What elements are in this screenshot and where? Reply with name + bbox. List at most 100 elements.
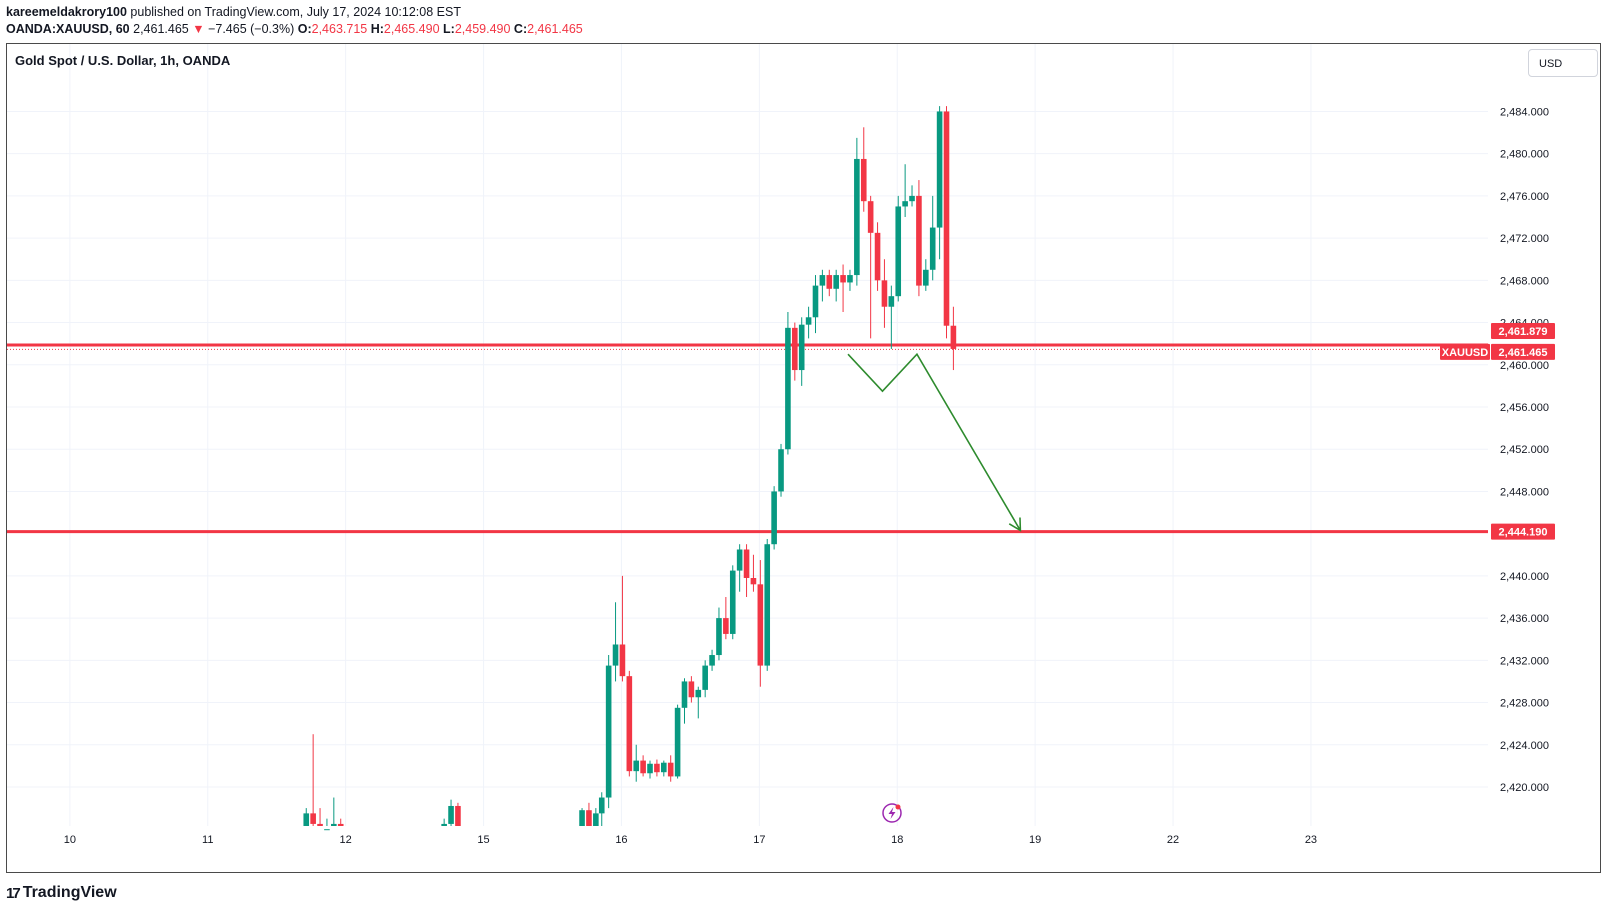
candle-body [833,275,839,289]
candle-body [619,644,626,677]
price-tick-label: 2,428.000 [1500,698,1549,710]
close-value: 2,461.465 [527,22,583,36]
candle-body [778,449,784,492]
lightning-icon[interactable] [882,803,902,823]
candle-body [441,823,447,826]
candle-body [764,544,771,666]
candle-body [317,823,323,826]
candle-body [626,676,633,772]
level-badge-bg [1491,523,1555,540]
candle-body [448,805,454,824]
candles [303,106,957,831]
chart-title: Gold Spot / U.S. Dollar, 1h, OANDA [15,53,231,68]
candle-body [909,195,915,202]
candle-body [854,158,860,276]
time-tick-label: 10 [64,834,76,846]
candle-body [805,317,812,325]
last-price: 2,461.465 [133,22,189,36]
candle-body [688,681,695,698]
candle-body [812,285,819,318]
candle-body [593,813,599,826]
candle-body [874,232,881,281]
close-label: C: [513,22,528,36]
chart-frame[interactable] [6,43,1601,873]
ohlc-header: OANDA:XAUUSD, 60 2,461.465 ▼ −7.465 (−0.… [6,22,583,36]
candle-body [847,275,853,283]
price-change: −7.465 (−0.3%) [208,22,295,36]
candle-body [681,681,688,708]
price-tick-label: 2,456.000 [1500,402,1549,414]
price-badges: 2,461.879 2,444.190 2,461.465 XAUUSD [1440,322,1555,540]
level-badge-bg [1491,322,1555,339]
candle-body [798,324,805,371]
author-name[interactable]: kareemeldakrory100 [6,5,127,19]
high-value: 2,465.490 [383,22,440,36]
candle-body [881,280,888,307]
candle-body [605,665,612,798]
candle-body [709,655,715,666]
price-tick-label: 2,436.000 [1500,613,1549,625]
candle-body [337,823,344,826]
published-text: published on TradingView.com, July 17, 2… [130,5,461,19]
candle-body [598,797,605,814]
candle-body [929,227,936,270]
logo-text: TradingView [22,884,117,901]
candle-body [785,327,791,450]
candle-body [579,810,585,826]
price-tick-label: 2,476.000 [1500,191,1549,203]
candle-body [695,689,702,698]
symbol-label: OANDA:XAUUSD, 60 [6,22,130,36]
candle-body [661,762,667,773]
time-tick-label: 22 [1167,834,1179,846]
candle-body [667,762,674,777]
candle-body [792,327,798,371]
price-tick-label: 2,424.000 [1500,740,1549,752]
currency-selector[interactable]: USD [1528,49,1598,77]
open-value: 2,463.715 [311,22,368,36]
level-badge: 2,444.190 [1499,527,1548,539]
time-tick-label: 19 [1029,834,1041,846]
price-tick-label: 2,480.000 [1500,149,1549,161]
tradingview-logo-icon[interactable]: 17 TradingView [6,884,117,902]
price-tick-label: 2,472.000 [1500,233,1549,245]
candle-body [840,275,846,283]
candle-body [916,195,922,286]
candle-body [943,111,950,326]
candle-body [860,158,867,202]
candle-body [324,829,330,831]
time-tick-label: 12 [340,834,352,846]
time-tick-label: 16 [615,834,627,846]
symbol-badge: XAUUSD [1442,347,1489,359]
candle-body [586,810,592,826]
candle-body [310,813,316,824]
candle-body [729,570,736,634]
candle-body [303,813,310,826]
high-label: H: [370,22,384,36]
last-price-badge: 2,461.465 [1499,347,1548,359]
candle-body [895,206,902,297]
time-tick-label: 23 [1305,834,1317,846]
price-tick-label: 2,460.000 [1500,360,1549,372]
price-tick-label: 2,484.000 [1500,106,1549,118]
publish-header: kareemeldakrory100 published on TradingV… [6,5,461,19]
price-tick-label: 2,420.000 [1500,782,1549,794]
candle-body [750,577,757,585]
symbol-badge-bg [1440,343,1490,360]
candle-body [633,760,640,772]
time-tick-label: 17 [753,834,765,846]
candle-body [757,584,764,666]
candle-body [902,201,908,207]
candle-body [674,707,681,777]
candle-body [819,275,826,286]
candle-body [455,805,461,826]
candle-body [612,644,619,666]
last-price-badge-bg [1491,343,1555,360]
candle-body [654,763,660,773]
low-value: 2,459.490 [454,22,511,36]
logo-mark: 17 [6,884,21,902]
candle-body [923,269,929,286]
price-tick-label: 2,432.000 [1500,655,1549,667]
candle-body [826,275,833,289]
candle-body [743,549,750,578]
